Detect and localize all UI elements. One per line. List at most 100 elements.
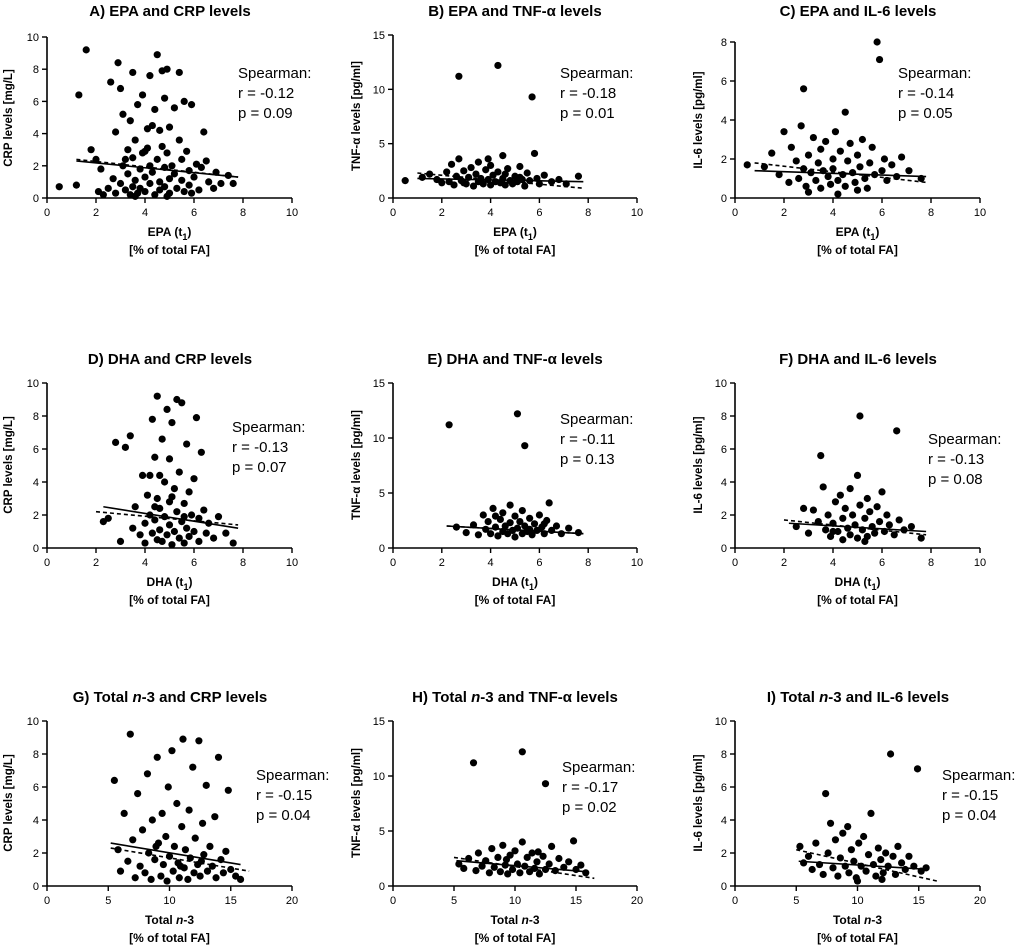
data-point xyxy=(210,534,218,542)
data-point xyxy=(467,163,475,172)
fit-line-solid xyxy=(754,169,927,178)
data-point xyxy=(917,534,925,542)
data-point xyxy=(847,846,855,854)
data-point xyxy=(846,139,854,147)
data-point xyxy=(460,864,468,873)
data-point xyxy=(795,174,803,183)
data-point xyxy=(849,511,857,519)
data-point xyxy=(151,105,159,114)
data-point xyxy=(195,514,203,522)
fit-line-dashed xyxy=(453,856,595,880)
data-point xyxy=(879,869,887,877)
data-point xyxy=(116,84,125,93)
data-point xyxy=(146,72,154,80)
data-point xyxy=(511,533,519,541)
data-point xyxy=(148,529,156,537)
data-point xyxy=(110,776,118,785)
x-tick-label: 2 xyxy=(93,207,99,219)
data-point xyxy=(877,856,885,864)
stat-r-value: r = -0.13 xyxy=(928,451,984,468)
stat-p-value: p = 0.02 xyxy=(562,799,617,816)
data-point xyxy=(184,875,192,884)
data-point xyxy=(861,174,869,183)
stat-p-value: p = 0.01 xyxy=(560,105,615,122)
data-point xyxy=(151,453,159,461)
data-point xyxy=(534,848,542,856)
data-point xyxy=(504,165,512,173)
data-point xyxy=(158,435,166,443)
data-point xyxy=(501,181,509,189)
x-axis-label-units: [% of total FA] xyxy=(475,243,556,257)
y-tick-label: 4 xyxy=(721,115,727,127)
data-point xyxy=(170,842,178,851)
data-point xyxy=(804,529,813,537)
data-point xyxy=(131,874,139,882)
fit-line-dashed xyxy=(796,848,938,882)
data-point xyxy=(898,153,906,161)
x-tick-label: 0 xyxy=(390,895,396,907)
data-point xyxy=(156,471,164,479)
data-point xyxy=(450,181,458,189)
x-tick-label: 6 xyxy=(879,207,885,219)
data-point xyxy=(151,503,159,511)
x-tick-label: 2 xyxy=(439,557,445,569)
data-point xyxy=(548,842,556,851)
data-point xyxy=(812,839,820,847)
x-tick-label: 4 xyxy=(488,207,494,219)
y-tick-label: 0 xyxy=(33,881,39,893)
data-point xyxy=(472,867,480,875)
y-tick-label: 2 xyxy=(721,848,727,860)
stat-heading: Spearman: xyxy=(942,767,1015,784)
y-tick-label: 6 xyxy=(721,782,727,794)
data-point xyxy=(126,117,134,125)
fit-line-dashed xyxy=(783,519,927,536)
y-tick-label: 10 xyxy=(27,32,39,44)
data-point xyxy=(484,155,492,163)
x-axis-label-units: [% of total FA] xyxy=(475,593,556,607)
x-tick-label: 5 xyxy=(793,895,799,907)
data-point xyxy=(856,412,864,420)
data-point xyxy=(121,443,129,451)
data-point xyxy=(831,498,840,506)
panel-title: C) EPA and IL-6 levels xyxy=(780,3,937,20)
y-tick-label: 5 xyxy=(379,826,385,838)
x-axis-label: EPA (t1) xyxy=(493,225,537,242)
data-point xyxy=(129,183,137,191)
data-point xyxy=(178,155,186,163)
x-tick-label: 2 xyxy=(781,207,787,219)
stat-heading: Spearman: xyxy=(560,411,633,428)
data-point xyxy=(170,485,178,493)
data-point xyxy=(455,860,463,868)
x-tick-label: 2 xyxy=(439,207,445,219)
x-tick-label: 4 xyxy=(488,557,494,569)
data-point xyxy=(489,504,497,512)
data-point xyxy=(112,438,120,446)
data-point xyxy=(126,730,134,738)
data-point xyxy=(787,143,795,151)
data-point xyxy=(203,867,212,875)
data-point xyxy=(214,513,223,521)
data-point xyxy=(148,168,156,176)
x-tick-label: 4 xyxy=(142,557,148,569)
fit-line-solid xyxy=(798,860,929,871)
data-point xyxy=(494,61,502,70)
data-point xyxy=(528,531,536,539)
data-point xyxy=(168,541,176,549)
data-point xyxy=(183,440,191,448)
data-point xyxy=(195,186,203,194)
data-point xyxy=(452,172,461,180)
x-axis-label: EPA (t1) xyxy=(836,225,880,242)
x-tick-label: 0 xyxy=(44,557,50,569)
panel-a: A) EPA and CRP levels 0 2 4 6 8 10 0 2 4 6 8 10 EPA (… xyxy=(3,3,311,257)
data-point xyxy=(867,809,875,818)
data-point xyxy=(124,170,132,178)
data-point xyxy=(829,165,837,173)
data-point xyxy=(797,122,805,130)
data-point xyxy=(875,55,884,64)
data-point xyxy=(157,872,165,880)
data-point xyxy=(236,875,245,884)
data-point xyxy=(109,175,117,183)
data-point xyxy=(863,184,871,192)
data-point xyxy=(198,819,207,827)
data-point xyxy=(853,877,862,885)
